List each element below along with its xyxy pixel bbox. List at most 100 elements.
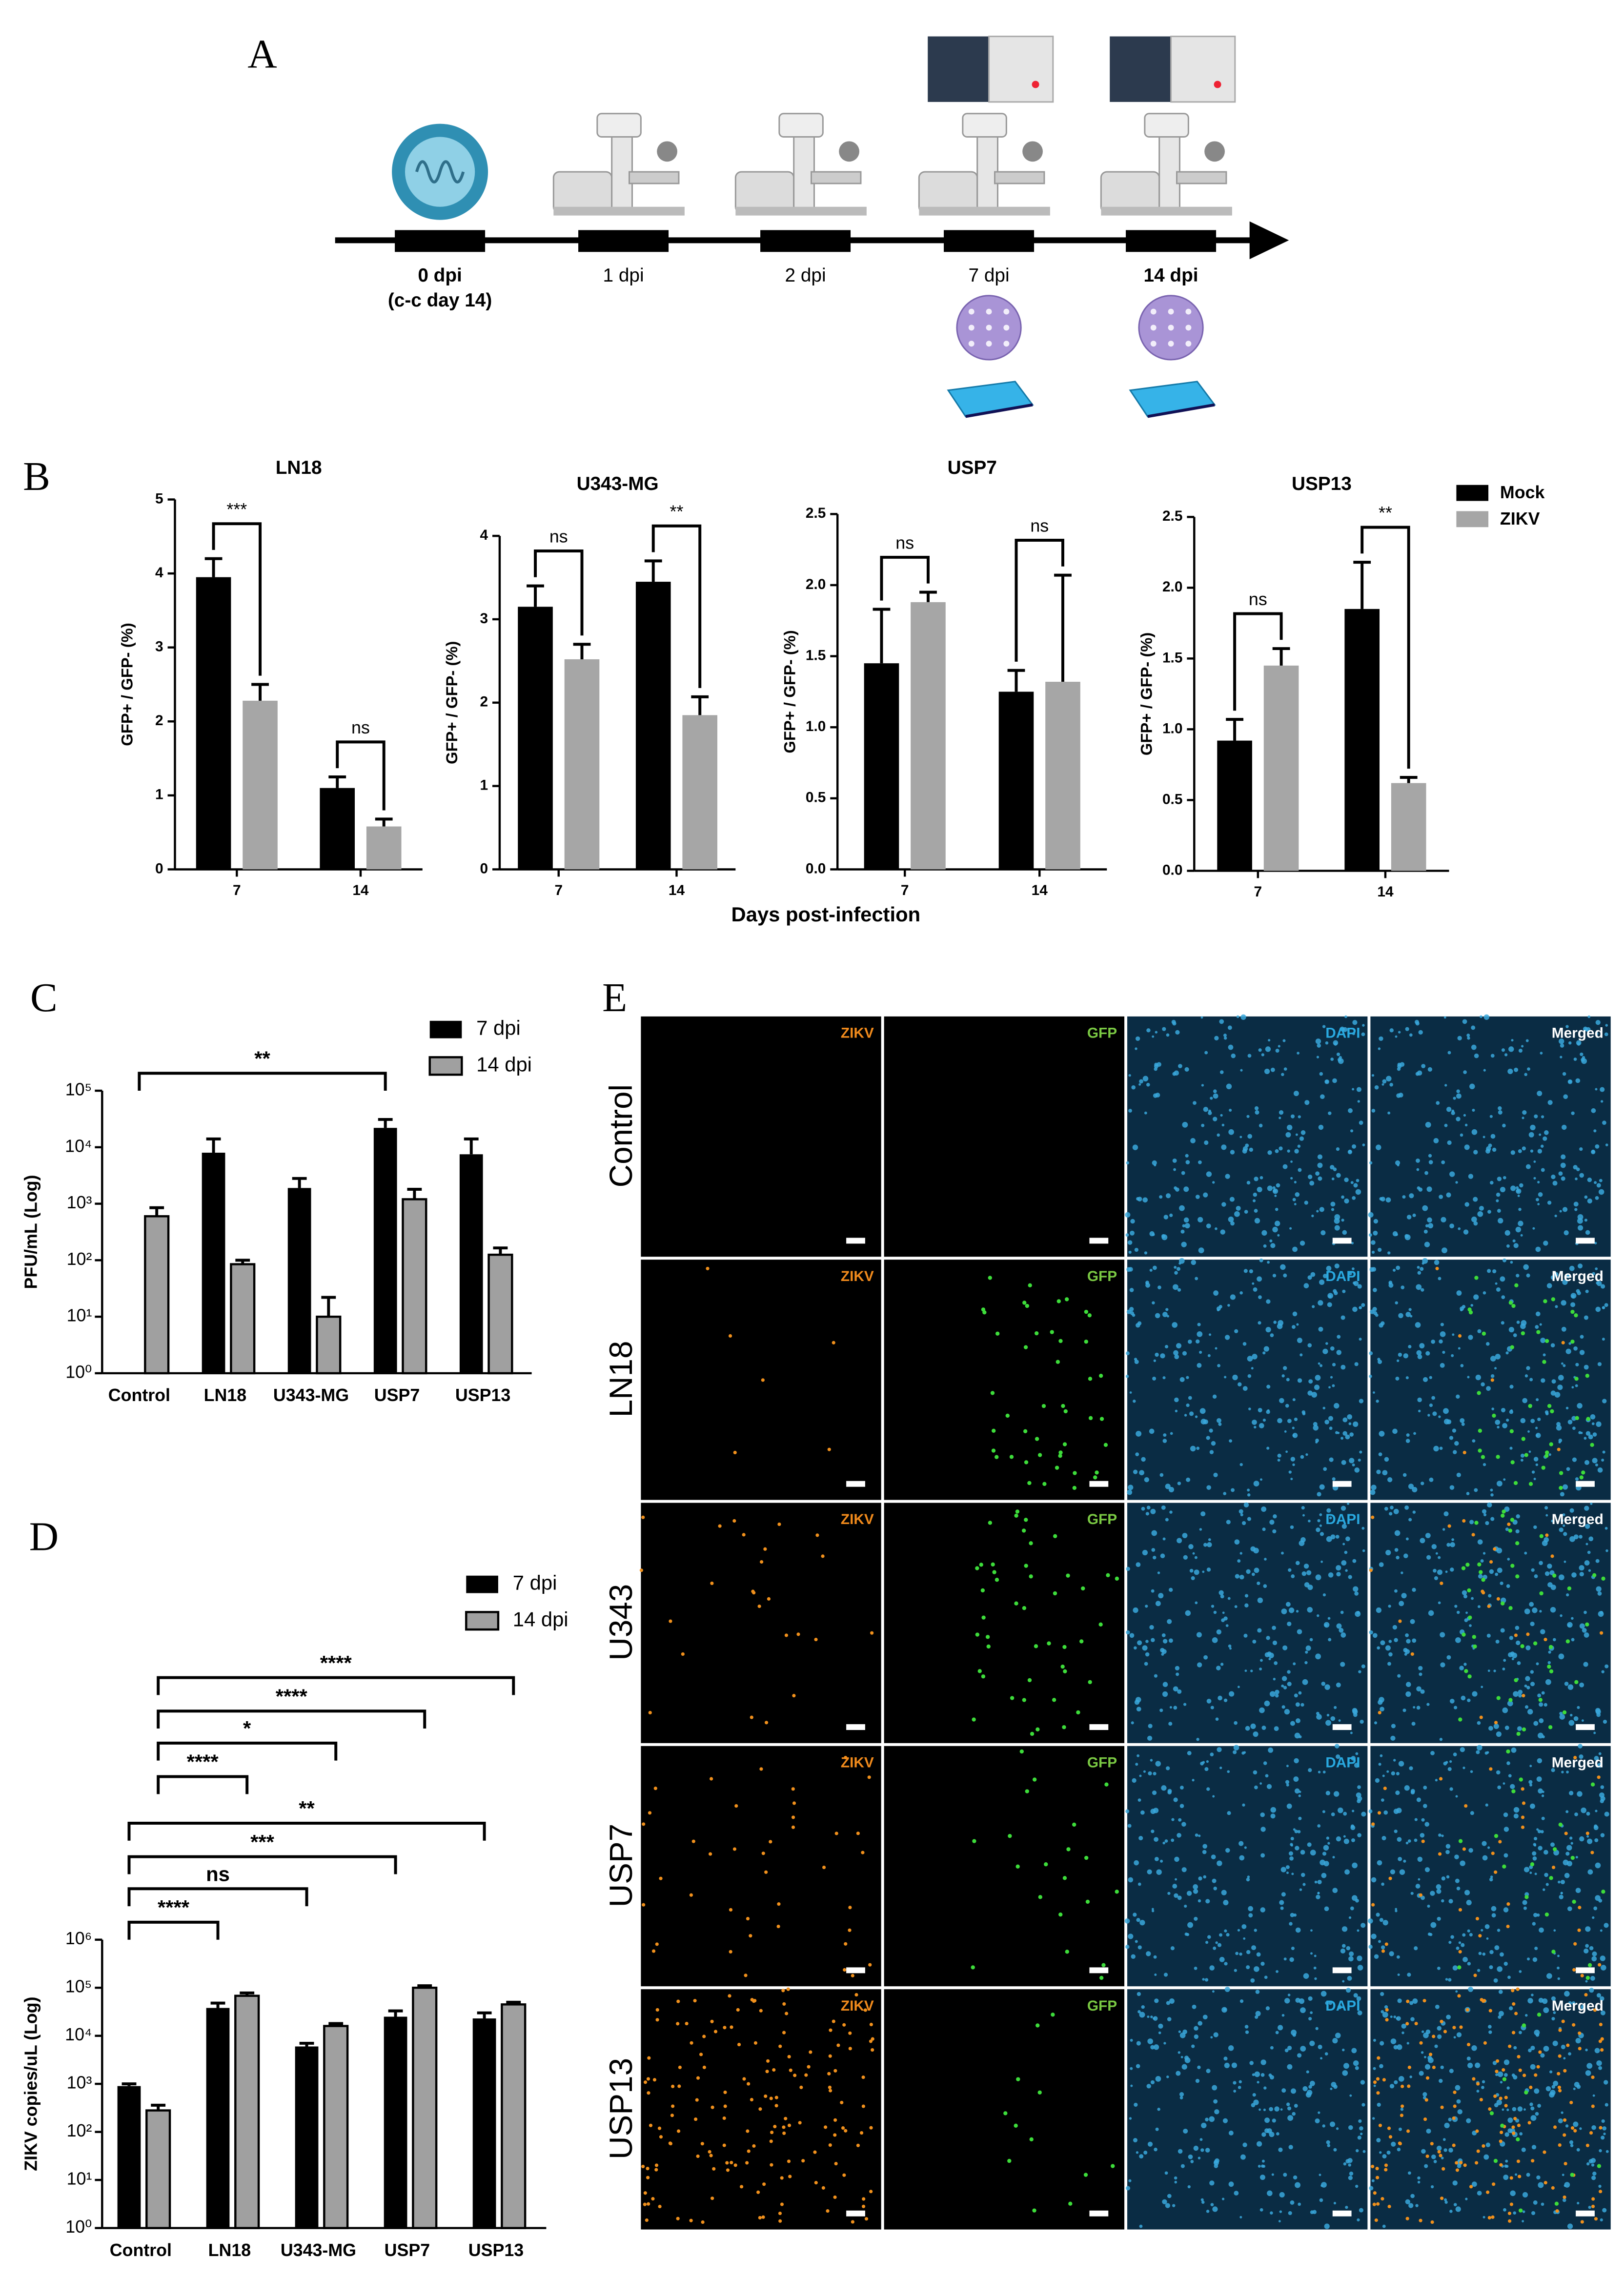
error-bar bbox=[527, 584, 544, 607]
nucleus bbox=[1142, 1076, 1149, 1082]
nucleus bbox=[1340, 1610, 1344, 1614]
nucleus bbox=[1442, 1350, 1445, 1354]
nucleus bbox=[1206, 2210, 1210, 2213]
zikv-signal bbox=[1516, 1987, 1520, 1991]
nucleus bbox=[1408, 1484, 1414, 1489]
nucleus bbox=[1128, 1250, 1132, 1254]
gfp-signal bbox=[1559, 1471, 1563, 1475]
nucleus bbox=[1205, 1899, 1210, 1904]
nucleus bbox=[1249, 1147, 1254, 1152]
zikv-signal bbox=[827, 1447, 831, 1451]
nucleus bbox=[1388, 1281, 1393, 1285]
zikv-signal bbox=[1475, 2129, 1479, 2133]
nucleus bbox=[1506, 1244, 1510, 1248]
nucleus bbox=[1520, 1453, 1525, 1458]
gfp-signal bbox=[1099, 1975, 1104, 1980]
nucleus bbox=[1255, 2011, 1261, 2016]
nucleus bbox=[1581, 2005, 1585, 2010]
plaque bbox=[1150, 341, 1157, 347]
zikv-signal bbox=[1421, 1839, 1425, 1843]
nucleus bbox=[1441, 1834, 1444, 1837]
nucleus bbox=[1375, 1778, 1380, 1783]
nucleus bbox=[1233, 2081, 1237, 2085]
nucleus bbox=[1573, 1165, 1578, 1170]
nucleus bbox=[1384, 2005, 1388, 2009]
bar bbox=[323, 2025, 349, 2229]
nucleus bbox=[1564, 2182, 1570, 2188]
nucleus bbox=[1456, 1886, 1461, 1891]
zikv-signal bbox=[676, 2129, 681, 2133]
zikv-signal bbox=[1521, 1825, 1525, 1829]
nucleus bbox=[1352, 1019, 1358, 1025]
nucleus bbox=[1310, 2210, 1314, 2215]
nucleus bbox=[1464, 1123, 1468, 1127]
gfp-signal bbox=[1084, 1855, 1089, 1860]
nucleus bbox=[1235, 1574, 1239, 1579]
nucleus bbox=[1452, 1333, 1455, 1336]
nucleus bbox=[1557, 1954, 1560, 1957]
nucleus bbox=[1358, 2119, 1362, 2123]
nucleus bbox=[1230, 1150, 1235, 1155]
nucleus bbox=[1477, 1329, 1482, 1333]
x-tick-label: LN18 bbox=[204, 1385, 247, 1405]
zikv-signal bbox=[821, 1554, 825, 1558]
nucleus bbox=[1531, 1994, 1534, 1996]
zikv-signal bbox=[770, 2130, 774, 2135]
nucleus bbox=[1161, 1234, 1168, 1241]
gfp-signal bbox=[1468, 1615, 1472, 1620]
zikv-signal bbox=[848, 1906, 852, 1910]
zikv-signal bbox=[784, 2116, 788, 2120]
nucleus bbox=[1133, 1607, 1138, 1613]
nucleus bbox=[1301, 1571, 1307, 1576]
nucleus bbox=[1604, 1664, 1609, 1669]
nucleus bbox=[1240, 1014, 1246, 1020]
nucleus bbox=[1197, 1331, 1203, 1337]
nucleus bbox=[1530, 1621, 1535, 1627]
nucleus bbox=[1394, 1589, 1398, 1593]
nucleus bbox=[1421, 2030, 1424, 2033]
nucleus bbox=[1281, 1608, 1287, 1614]
plaque bbox=[1003, 308, 1010, 315]
micro-tile: ZIKV bbox=[641, 1016, 881, 1257]
nucleus bbox=[1598, 1752, 1602, 1755]
nucleus bbox=[1315, 1038, 1321, 1044]
nucleus bbox=[1227, 1597, 1231, 1600]
zikv-signal bbox=[1369, 1568, 1373, 1572]
nucleus bbox=[1250, 1723, 1256, 1729]
nucleus bbox=[1190, 1138, 1196, 1143]
nucleus bbox=[1229, 1439, 1232, 1443]
nucleus bbox=[1259, 1668, 1262, 1670]
bar bbox=[1045, 682, 1080, 870]
gfp-signal bbox=[1462, 1632, 1466, 1637]
assay-icons bbox=[928, 36, 1054, 418]
nucleus bbox=[1438, 1833, 1441, 1837]
nucleus bbox=[1247, 1356, 1253, 1362]
zikv-signal bbox=[750, 1998, 754, 2002]
nucleus bbox=[1181, 2064, 1187, 2070]
error-bar bbox=[506, 2000, 521, 2005]
nucleus bbox=[1421, 1064, 1426, 1068]
nucleus bbox=[1440, 1632, 1445, 1638]
nucleus bbox=[1443, 2148, 1447, 2152]
nucleus bbox=[1481, 1382, 1485, 1386]
nucleus bbox=[1262, 1527, 1266, 1531]
nucleus bbox=[1417, 1271, 1421, 1275]
micro-tile: Merged bbox=[1368, 1014, 1611, 1257]
zikv-signal bbox=[1443, 2030, 1447, 2034]
nucleus bbox=[1351, 1241, 1354, 1244]
nucleus bbox=[1195, 2078, 1200, 2083]
nucleus bbox=[1354, 1591, 1359, 1596]
nucleus bbox=[1148, 1771, 1152, 1776]
nucleus bbox=[1154, 1062, 1158, 1067]
zikv-signal bbox=[1384, 2168, 1388, 2172]
nucleus bbox=[1524, 1608, 1530, 1614]
gfp-signal bbox=[1592, 1573, 1597, 1577]
nucleus bbox=[1453, 1450, 1457, 1454]
gfp-signal bbox=[1474, 1521, 1479, 1525]
micro-tile: ZIKV bbox=[639, 1503, 881, 1743]
nucleus bbox=[1380, 2010, 1384, 2014]
nucleus bbox=[1186, 1891, 1192, 1896]
nucleus bbox=[1254, 1209, 1258, 1213]
nucleus bbox=[1268, 1039, 1271, 1042]
nucleus bbox=[1251, 1367, 1254, 1370]
